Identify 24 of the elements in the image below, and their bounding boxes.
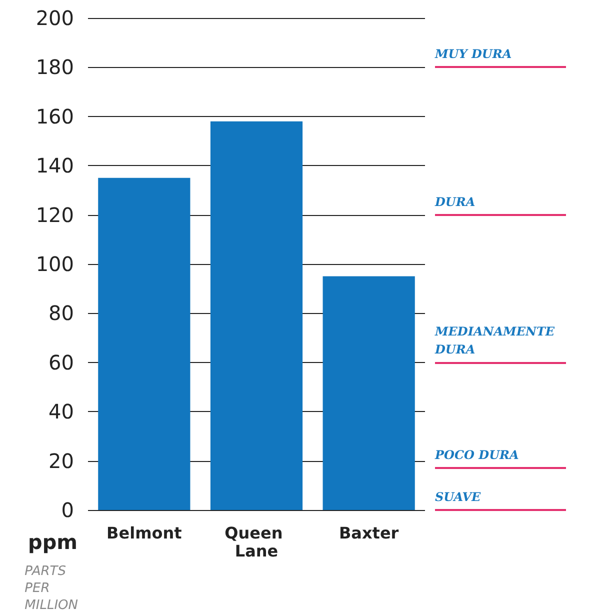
y-tick-label: 80	[48, 301, 74, 326]
ref-line-label: DURA	[434, 194, 476, 209]
y-tick-label: 120	[36, 202, 74, 227]
ref-line-label: MUY DURA	[434, 47, 512, 62]
ref-line-label: POCO DURA	[434, 448, 519, 462]
bar	[210, 121, 303, 510]
x-tick-label: Queen Lane	[224, 524, 288, 560]
y-tick-label: 200	[36, 6, 74, 30]
y-tick-label: 0	[61, 498, 74, 522]
y-tick-label: 60	[48, 350, 74, 374]
y-axis-title: ppm	[28, 530, 78, 554]
ref-line-label: SUAVE	[435, 490, 482, 504]
text: PARTS PER MILLION	[24, 564, 78, 613]
y-tick-label: 140	[36, 154, 74, 178]
x-tick-label: Baxter	[338, 524, 399, 542]
y-tick-label: 20	[48, 448, 74, 473]
bar	[322, 276, 415, 510]
bar	[98, 178, 190, 510]
x-tick-label: Belmont	[106, 524, 182, 542]
y-tick-label: 160	[36, 104, 74, 128]
ref-line-label: MEDIANAMENTE DURA	[434, 324, 556, 356]
y-tick-label: 180	[36, 55, 74, 80]
y-tick-label: 40	[48, 400, 74, 424]
y-tick-label: 100	[36, 252, 74, 276]
